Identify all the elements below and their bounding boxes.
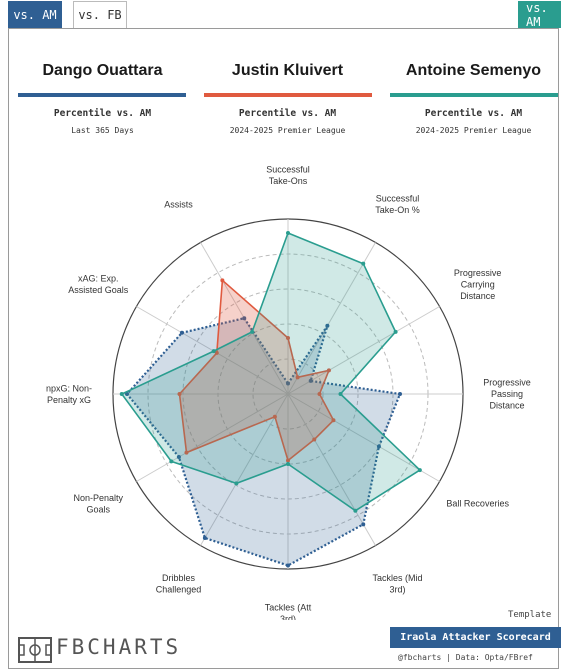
player-name-1: Dango Ouattara <box>42 62 163 79</box>
data-point-s3-2 <box>361 261 366 266</box>
data-point-s2-10 <box>177 392 182 396</box>
data-point-s3-12 <box>250 329 255 334</box>
scorecard-title: Iraola Attacker Scorecard <box>390 627 561 648</box>
pitch-logo-icon <box>18 637 52 663</box>
data-point-s1-2 <box>325 323 330 328</box>
data-point-s3-11 <box>211 349 216 354</box>
axis-label-5: Ball Recoveries <box>446 499 509 509</box>
spoke-line-9 <box>136 393 289 482</box>
player-name-2: Justin Kluivert <box>231 62 344 79</box>
data-point-s2-11 <box>214 350 219 355</box>
player-subtitle-3: 2024-2025 Premier League <box>415 126 532 135</box>
data-point-s3-8 <box>234 481 239 486</box>
credit-text: @fbcharts | Data: Opta/FBref <box>398 653 533 662</box>
data-point-s1-7 <box>286 563 290 568</box>
data-point-s1-5 <box>376 444 381 449</box>
data-point-s3-6 <box>353 508 358 513</box>
data-point-s2-4 <box>317 392 322 396</box>
data-point-s2-12 <box>220 278 225 283</box>
data-point-s1-11 <box>179 330 184 335</box>
axis-label-6: Tackles (Mid 3rd) <box>372 573 422 595</box>
player-name-3: Antoine Semenyo <box>405 62 542 79</box>
data-point-s1-3 <box>308 378 313 383</box>
axis-label-11: xAG: Exp. Assisted Goals <box>68 274 129 296</box>
axis-label-2: Successful Take-On % <box>375 194 420 216</box>
data-point-s1-1 <box>286 381 290 386</box>
player-color-bar-1 <box>18 93 186 97</box>
data-point-s2-3 <box>326 368 331 373</box>
tab-vs-am[interactable]: vs. AM <box>8 1 62 28</box>
axis-label-9: Non-Penalty Goals <box>74 493 124 515</box>
logo-wordmark: FBCHARTS <box>56 635 182 659</box>
data-point-s2-7 <box>286 458 290 463</box>
data-point-s3-9 <box>169 459 174 464</box>
axis-label-7: Tackles (Att 3rd) <box>265 602 312 620</box>
data-point-s3-1 <box>286 231 290 235</box>
player-color-bar-2 <box>204 93 372 97</box>
player-color-bar-3 <box>390 93 558 97</box>
axis-label-3: Progressive Carrying Distance <box>454 268 502 301</box>
data-point-s1-9 <box>176 455 181 459</box>
chart-frame <box>8 28 559 669</box>
data-point-s3-5 <box>417 468 422 473</box>
data-point-s3-7 <box>286 462 290 466</box>
radar-chart: Successful Take-Ons Successful Take-On % Pro… <box>46 164 531 620</box>
tab-vs-am-right[interactable]: vs. AM <box>518 1 561 29</box>
axis-label-4: Progressive Passing Distance <box>483 378 531 411</box>
player-subtitle-2: 2024-2025 Premier League <box>229 126 346 135</box>
data-point-s3-3 <box>393 329 398 334</box>
spoke-line-8 <box>200 393 289 546</box>
axis-label-8: Dribbles Challenged <box>156 573 202 595</box>
template-label: Template <box>508 610 552 620</box>
percentile-label-3: Percentile vs. AM <box>424 108 523 119</box>
data-point-s2-9 <box>184 450 189 455</box>
axis-label-10: npxG: Non-Penalty xG <box>46 383 92 405</box>
tab-vs-fb[interactable]: vs. FB <box>73 1 127 28</box>
data-point-s3-10 <box>119 392 124 396</box>
axis-label-1: Successful Take-Ons <box>266 164 310 186</box>
data-point-s1-10 <box>125 392 129 396</box>
percentile-label-2: Percentile vs. AM <box>238 108 337 119</box>
data-point-s2-2 <box>295 375 300 380</box>
data-point-s2-5 <box>331 418 336 423</box>
percentile-label-1: Percentile vs. AM <box>53 108 152 119</box>
series-polygon-1 <box>125 317 402 567</box>
data-point-s1-6 <box>361 522 366 527</box>
spoke-line-3 <box>287 306 440 395</box>
data-point-s1-4 <box>398 392 402 396</box>
data-point-s1-8 <box>202 535 207 540</box>
data-point-s2-1 <box>286 336 290 340</box>
data-point-s1-12 <box>242 316 247 321</box>
data-point-s2-6 <box>312 437 317 442</box>
spoke-line-2 <box>287 242 376 395</box>
spoke-line-6 <box>287 393 376 546</box>
data-point-s3-4 <box>338 392 343 396</box>
axis-label-12: Assists <box>164 199 193 209</box>
data-point-s2-8 <box>272 414 277 419</box>
player-subtitle-1: Last 365 Days <box>71 126 134 135</box>
spoke-line-5 <box>287 393 440 482</box>
